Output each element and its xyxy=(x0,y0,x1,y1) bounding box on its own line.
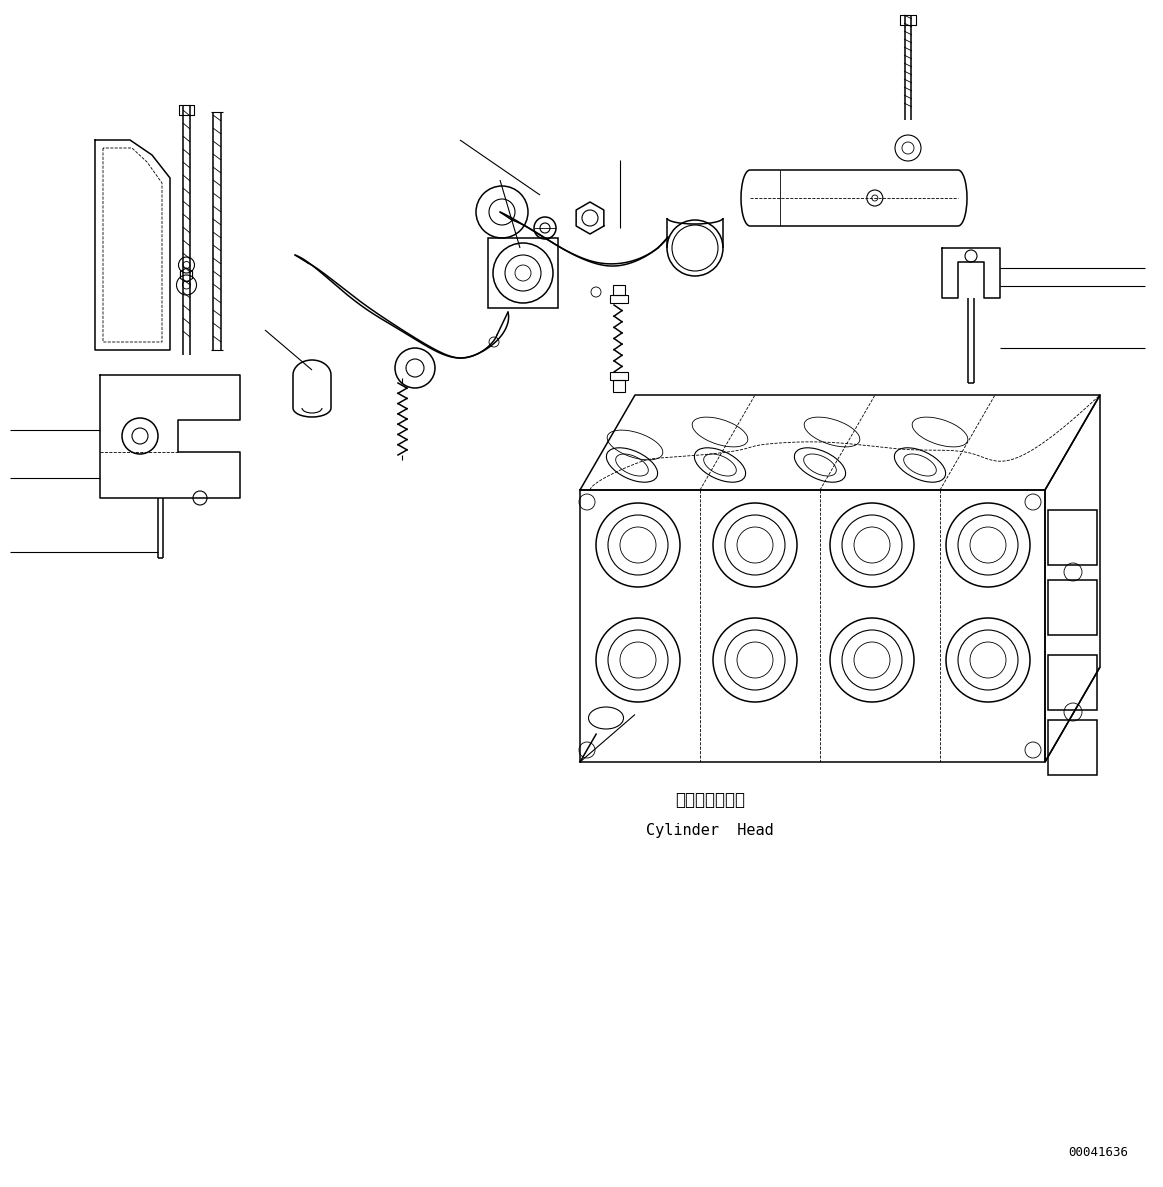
Bar xyxy=(1048,580,1097,635)
Bar xyxy=(613,380,625,392)
Text: 00041636: 00041636 xyxy=(1068,1145,1128,1159)
Bar xyxy=(613,285,625,296)
Text: シリンダヘッド: シリンダヘッド xyxy=(675,791,745,810)
Bar xyxy=(611,296,628,303)
Text: Cylinder  Head: Cylinder Head xyxy=(647,823,773,838)
Bar xyxy=(488,239,558,307)
Bar xyxy=(1048,510,1097,565)
Bar xyxy=(611,372,628,380)
Bar xyxy=(1048,721,1097,775)
Bar xyxy=(1048,655,1097,710)
